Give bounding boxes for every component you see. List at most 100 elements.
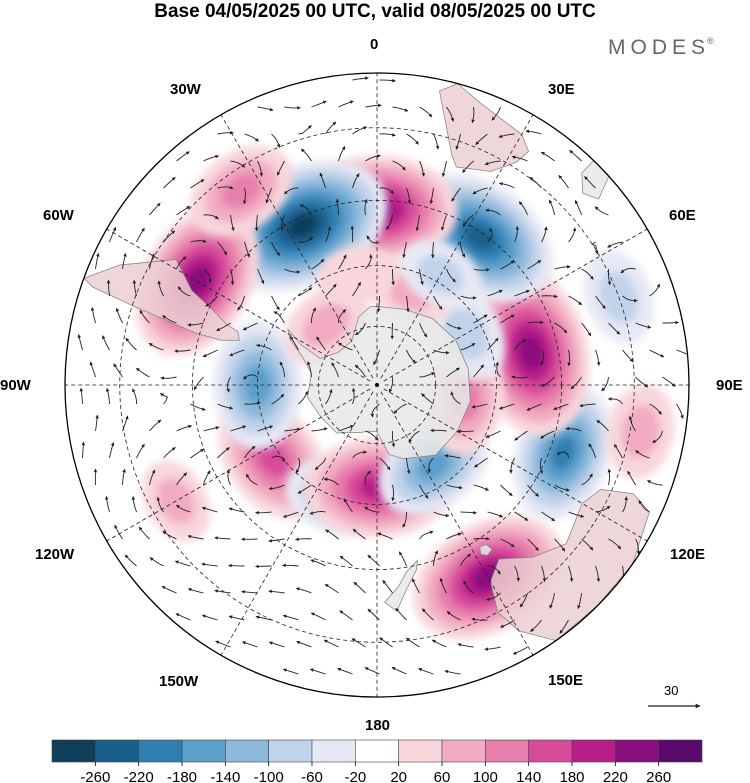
wind-arrow — [596, 420, 609, 432]
colorbar-swatch — [181, 739, 226, 763]
wind-arrow — [163, 447, 176, 459]
wind-arrow — [406, 295, 410, 313]
wind-arrow — [307, 361, 312, 378]
wind-arrow — [237, 295, 245, 311]
wind-arrow — [201, 506, 218, 513]
wind-arrow — [484, 646, 501, 651]
wind-arrow — [473, 536, 490, 541]
wind-arrow — [595, 349, 601, 366]
wind-arrow — [526, 403, 542, 411]
wind-arrow — [124, 554, 137, 567]
graticule — [65, 73, 689, 697]
wind-arrow — [620, 267, 636, 274]
wind-arrow — [525, 129, 542, 135]
wind-arrow — [282, 511, 299, 518]
wind-arrow — [419, 372, 436, 378]
wind-arrow — [364, 470, 372, 486]
wind-arrow — [487, 565, 501, 575]
wind-arrow — [217, 185, 234, 190]
wind-arrow — [499, 619, 515, 628]
wind-arrow — [393, 403, 407, 414]
colorbar-tick-label: 100 — [473, 769, 498, 783]
wind-arrow — [125, 337, 137, 351]
wind-arrow — [257, 160, 264, 177]
wind-arrow — [392, 106, 409, 112]
wind-arrow — [440, 214, 447, 231]
label-lon-60e: 60E — [669, 207, 696, 224]
anomaly-contour — [465, 224, 496, 251]
colorbar-tick-label: -60 — [301, 769, 323, 783]
wind-arrow — [406, 133, 419, 145]
colorbar-swatch — [355, 739, 399, 763]
wind-arrow — [162, 530, 177, 540]
wind-arrow — [439, 577, 447, 594]
anomaly-cell — [189, 145, 293, 237]
wind-arrow — [471, 106, 475, 124]
anomaly-contour — [287, 214, 318, 238]
label-lon-90e: 90E — [716, 377, 743, 394]
wind-arrow — [559, 619, 569, 634]
wind-arrow — [500, 484, 513, 497]
wind-arrow — [297, 484, 312, 494]
wind-arrow — [364, 198, 368, 216]
wind-arrow — [498, 403, 515, 410]
wind-arrow — [487, 511, 504, 518]
wind-arrow — [271, 241, 281, 256]
wind-arrow — [415, 214, 420, 232]
wind-arrow — [352, 450, 368, 459]
wind-arrow — [568, 295, 583, 306]
wind-arrow — [109, 226, 117, 243]
wind-arrow — [365, 430, 379, 441]
wind-arrow — [214, 589, 231, 594]
wind-arrow — [109, 442, 115, 459]
wind-arrow — [156, 496, 164, 513]
wind-arrow — [298, 390, 309, 405]
wind-arrow — [255, 615, 272, 621]
wind-arrow — [160, 393, 168, 405]
wind-arrow — [284, 427, 301, 432]
wind-arrow — [176, 205, 191, 216]
wind-arrow — [446, 484, 463, 490]
wind-arrow — [649, 349, 665, 358]
wind-arrow — [335, 198, 340, 216]
colorbar-swatch — [528, 739, 573, 763]
wind-arrow — [276, 160, 285, 176]
wind-arrow — [282, 668, 299, 675]
anomaly-contour — [317, 246, 399, 306]
wind-arrow — [268, 641, 285, 648]
wind-arrow — [257, 268, 265, 285]
wind-arrow — [379, 457, 391, 471]
wind-arrow — [323, 639, 339, 648]
wind-arrow — [203, 470, 211, 486]
wind-arrow — [471, 617, 488, 622]
label-lon-120w: 120W — [35, 546, 75, 563]
wind-arrow — [370, 403, 380, 418]
anomaly-cell — [513, 385, 614, 521]
wind-arrow — [462, 214, 474, 228]
wind-arrow — [325, 283, 337, 297]
wind-arrow — [554, 484, 570, 492]
meridian-line — [380, 391, 534, 656]
wind-arrow — [230, 214, 235, 232]
wind-arrow — [433, 295, 443, 310]
wind-arrow — [473, 268, 490, 272]
wind-arrow — [527, 320, 544, 325]
wind-arrow — [242, 322, 258, 331]
wind-arrow — [607, 241, 623, 248]
wind-arrow — [296, 640, 312, 648]
wind-arrow — [487, 337, 499, 351]
wind-arrow — [607, 468, 612, 486]
wind-arrow — [485, 208, 501, 216]
colorbar-swatches — [51, 739, 703, 763]
wind-arrow — [419, 484, 429, 499]
wind-arrow — [595, 565, 601, 582]
wind-arrow — [471, 403, 488, 409]
wind-arrow — [608, 322, 621, 335]
wind-arrow — [519, 592, 528, 608]
wind-arrow — [649, 283, 661, 297]
wind-arrow — [473, 364, 485, 378]
wind-arrow — [241, 590, 258, 594]
wind-arrow — [527, 538, 539, 551]
wind-arrow — [567, 349, 571, 367]
wind-arrow — [418, 668, 434, 675]
